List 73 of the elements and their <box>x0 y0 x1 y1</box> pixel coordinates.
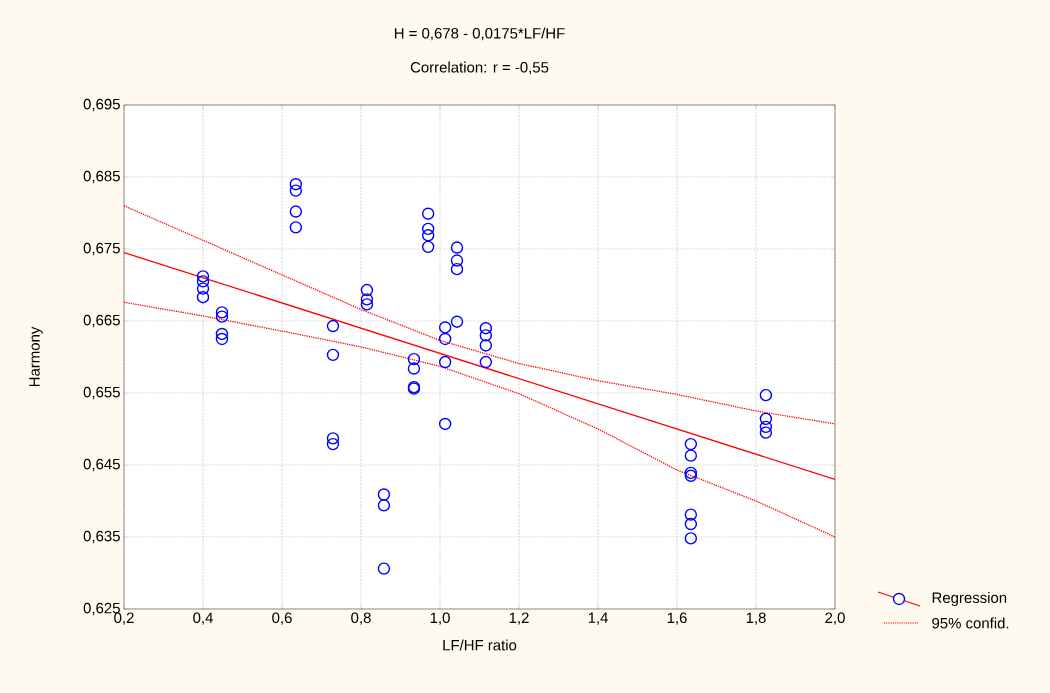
point <box>450 241 464 254</box>
point <box>326 348 340 362</box>
point <box>196 291 210 304</box>
y-tick-label: 0,655 <box>83 386 120 400</box>
chart-subtitle: Correlation: r = -0,55 <box>410 61 549 75</box>
point <box>479 321 493 335</box>
point <box>326 437 340 451</box>
x-tick-label: 0,6 <box>272 612 292 625</box>
y-tick-label: 0,645 <box>83 458 120 472</box>
point <box>377 562 391 575</box>
point <box>450 262 464 276</box>
x-tick-label: 1,6 <box>667 612 687 625</box>
point <box>438 417 452 431</box>
point <box>215 327 229 341</box>
point <box>326 319 340 333</box>
y-tick-label: 0,635 <box>83 530 120 544</box>
point <box>438 332 452 346</box>
point <box>450 315 464 328</box>
x-tick-label: 0,4 <box>193 612 213 625</box>
point <box>684 437 698 451</box>
x-tick-label: 1,0 <box>430 612 450 625</box>
point <box>215 306 229 319</box>
point <box>421 240 435 254</box>
point <box>759 420 773 434</box>
point <box>196 282 210 295</box>
point <box>289 221 303 234</box>
point <box>684 532 698 545</box>
y-tick-label: 0,665 <box>83 314 120 328</box>
point <box>326 432 340 445</box>
x-tick-label: 1,8 <box>746 612 766 625</box>
y-axis-title: Harmony <box>29 326 43 387</box>
y-tick-label: 0,675 <box>83 242 120 256</box>
legend-label: 95% confid. <box>932 617 1009 629</box>
point <box>479 339 493 352</box>
point <box>289 184 303 197</box>
point <box>196 270 210 283</box>
point <box>438 355 452 369</box>
point <box>196 275 210 288</box>
chart-title: H = 0,678 - 0,0175*LF/HF <box>394 27 565 41</box>
point <box>377 488 391 501</box>
point <box>759 426 773 439</box>
point <box>360 298 374 311</box>
point <box>684 508 698 521</box>
y-tick-label: 0,685 <box>83 170 120 184</box>
point <box>360 283 374 297</box>
point <box>479 355 493 369</box>
point <box>684 517 698 531</box>
point <box>759 412 773 426</box>
point <box>450 254 464 267</box>
x-tick-label: 1,4 <box>588 612 608 625</box>
x-tick-label: 2,0 <box>825 612 845 625</box>
x-axis-title: LF/HF ratio <box>443 639 517 651</box>
point <box>421 222 435 236</box>
y-tick-label: 0,695 <box>83 98 120 112</box>
point <box>377 499 391 512</box>
x-tick-label: 1,2 <box>509 612 529 625</box>
line-series <box>124 205 836 425</box>
point <box>407 352 421 366</box>
line-series <box>124 301 836 538</box>
point <box>289 205 303 218</box>
x-tick-label: 0,8 <box>351 612 371 625</box>
point <box>215 310 229 323</box>
point <box>438 321 452 334</box>
point <box>360 293 374 306</box>
point <box>421 229 435 242</box>
point <box>407 362 421 375</box>
point <box>479 329 493 342</box>
legend-label: Regression <box>932 592 1007 606</box>
point <box>759 388 773 402</box>
point <box>215 332 229 346</box>
point <box>289 177 303 191</box>
point <box>421 207 435 220</box>
point <box>684 449 698 462</box>
